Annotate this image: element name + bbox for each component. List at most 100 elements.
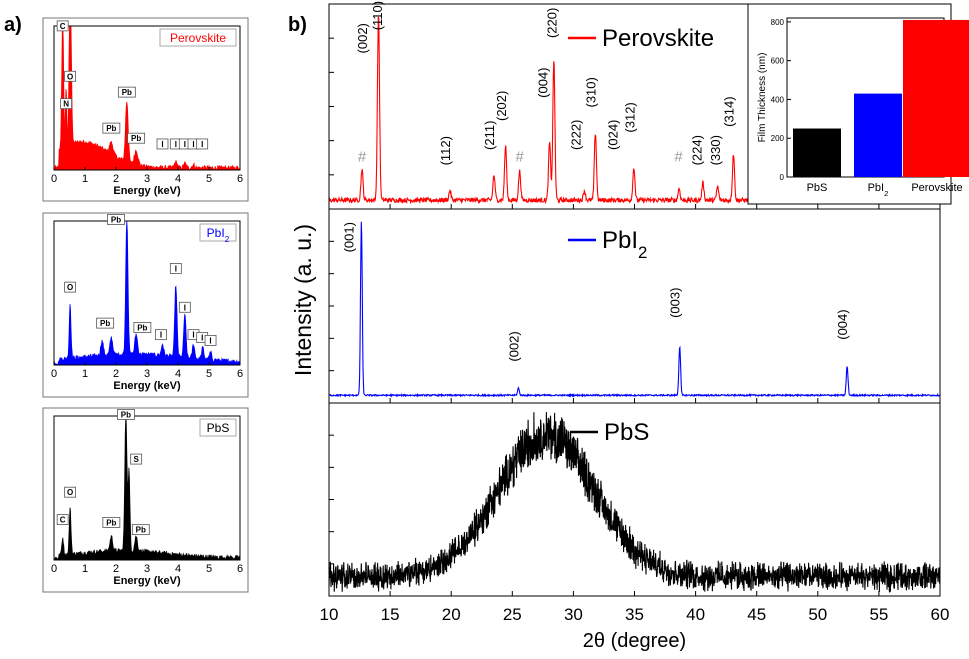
eds-x-tick-label: 3 — [144, 368, 150, 380]
element-tag-box — [64, 486, 77, 498]
element-tag-box — [64, 281, 77, 293]
xrd-x-tick-label: 45 — [747, 605, 766, 624]
eds-x-tick-label: 5 — [206, 563, 212, 575]
element-tag-box — [156, 138, 169, 150]
peak-index-label: (222) — [569, 120, 584, 150]
impurity-marker: # — [358, 149, 367, 166]
xrd-line — [328, 412, 941, 593]
impurity-marker: # — [674, 149, 683, 166]
eds-x-tick-label: 3 — [144, 173, 150, 185]
element-tag-label: I — [161, 140, 163, 149]
element-tag-label: I — [201, 140, 203, 149]
eds-x-axis-label: Energy (keV) — [113, 380, 181, 392]
xrd-x-tick-label: 60 — [931, 605, 950, 624]
eds-legend-label: Perovskite — [170, 31, 226, 45]
eds-frame — [42, 212, 249, 398]
eds-x-tick-label: 2 — [113, 368, 119, 380]
element-tag-box — [60, 98, 72, 110]
xrd-series-pbs: PbS — [328, 402, 941, 597]
peak-index-label: (330) — [708, 135, 723, 165]
eds-x-tick-label: 4 — [175, 563, 181, 575]
xrd-x-tick-label: 40 — [686, 605, 705, 624]
xrd-series-perovskite: Perovskite # (002)(110) (112) (211)(202) # (00… — [328, 1, 941, 210]
element-tag-label: Pb — [137, 323, 147, 332]
peak-index-label: (314) — [721, 96, 736, 126]
eds-legend-label: PbS — [207, 421, 230, 435]
element-tag-label: I — [175, 264, 177, 273]
inset-category-label: Perovskite — [911, 182, 962, 194]
eds-legend-box — [199, 418, 237, 437]
eds-x-tick-label: 5 — [206, 368, 212, 380]
element-tag-box — [56, 514, 69, 525]
peak-index-label: (004) — [536, 67, 551, 97]
eds-x-tick-label: 4 — [175, 368, 181, 380]
eds-x-axis-label: Energy (keV) — [113, 185, 181, 197]
element-tag-label: C — [60, 516, 66, 525]
element-tag-label: I — [192, 331, 194, 340]
inset-category-label: PbS — [807, 182, 828, 194]
peak-index-label: (110) — [370, 1, 385, 30]
xrd-x-tick-label: 35 — [625, 605, 644, 624]
element-tag-label: Pb — [136, 526, 146, 535]
xrd-x-tick-label: 15 — [381, 605, 400, 624]
element-tag-box — [178, 301, 191, 313]
panel-label-b: b) — [288, 14, 307, 36]
element-tag-label: Pb — [121, 410, 131, 419]
film-thickness-inset: 0 200 400 600 800 Film Thickness (nm) PbS PbI2 P… — [747, 3, 969, 205]
eds-x-tick-label: 1 — [82, 563, 88, 575]
inset-y-tick-label: 600 — [771, 57, 785, 66]
impurity-marker: # — [515, 149, 524, 166]
eds-x-tick-label: 0 — [51, 563, 57, 575]
xrd-x-tick-label: 25 — [503, 605, 522, 624]
xrd-x-tick-label: 20 — [442, 605, 461, 624]
element-tag-label: I — [201, 334, 203, 343]
inset-y-tick-label: 800 — [771, 18, 785, 27]
eds-x-tick-label: 1 — [82, 368, 88, 380]
peak-index-label: (024) — [605, 120, 620, 150]
xrd-line — [328, 221, 941, 398]
peak-index-label: (220) — [544, 8, 559, 38]
eds-x-tick-label: 5 — [206, 173, 212, 185]
element-tag-box — [155, 329, 167, 341]
element-tag-box — [130, 453, 143, 465]
element-tag-box — [102, 122, 121, 134]
panel-label-a: a) — [4, 14, 22, 36]
element-tag-label: O — [67, 72, 73, 81]
xrd-y-axis-label: Intensity (a. u.) — [290, 224, 316, 376]
element-tag-box — [127, 132, 146, 144]
xrd-patterns: Perovskite#(002)(110)(112)(211)(202)#(00… — [290, 1, 949, 652]
eds-spectrum-line — [53, 220, 241, 366]
xrd-x-tick-label: 30 — [564, 605, 583, 624]
element-tag-label: Pb — [106, 124, 116, 133]
element-tag-label: I — [184, 303, 186, 312]
element-tag-label: I — [184, 140, 186, 149]
element-tag-box — [64, 70, 77, 82]
xrd-x-tick-label: 10 — [320, 605, 339, 624]
element-tag-box — [117, 86, 136, 98]
xrd-series-pbi: PbI2 (001) (002) (003) (004) — [328, 208, 941, 404]
element-tag-box — [133, 322, 152, 333]
eds-x-tick-label: 3 — [144, 563, 150, 575]
element-tag-label: Pb — [122, 88, 132, 97]
xrd-x-tick-label: 50 — [808, 605, 827, 624]
xrd-x-tick-label: 55 — [869, 605, 888, 624]
element-tag-label: N — [63, 100, 69, 109]
element-tag-box — [102, 517, 121, 528]
peak-index-label: (112) — [438, 136, 453, 165]
eds-legend-box — [199, 223, 237, 242]
element-tag-box — [169, 262, 182, 274]
peak-index-label: (001) — [341, 222, 356, 252]
element-tag-box — [96, 317, 115, 329]
element-tag-box — [107, 214, 125, 225]
peak-index-label: (310) — [583, 77, 598, 107]
eds-x-tick-label: 2 — [113, 173, 119, 185]
inset-y-tick-label: 200 — [771, 134, 785, 143]
peak-index-label: (211) — [482, 121, 497, 150]
xrd-legend-label: PbS — [604, 419, 649, 446]
peak-index-label: (004) — [835, 309, 850, 339]
element-tag-label: Pb — [131, 134, 141, 143]
element-tag-label: O — [67, 283, 73, 292]
